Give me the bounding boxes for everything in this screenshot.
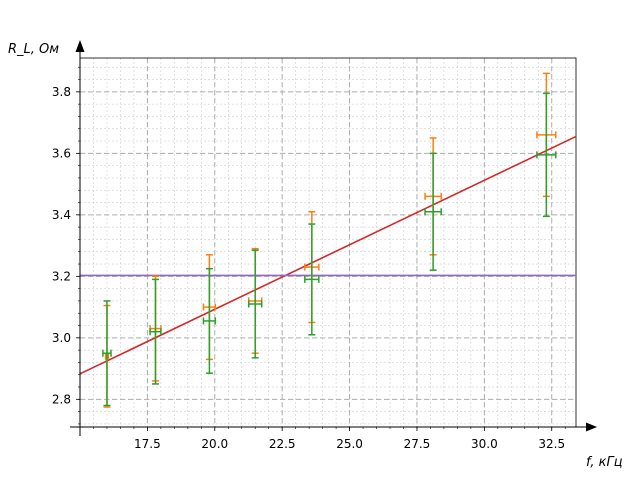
y-tick-label: 2.8 — [52, 392, 71, 406]
errorbar-point-s2-2 — [149, 278, 162, 385]
minor-grid — [80, 58, 576, 427]
fit-line-1 — [79, 135, 577, 375]
y-axis-label: R_L, Ом — [8, 42, 59, 57]
y-tick-label: 3.4 — [52, 208, 71, 222]
error-bars — [102, 72, 557, 408]
y-tick-label: 3.0 — [52, 331, 71, 345]
x-tick-label: 22.5 — [269, 437, 296, 451]
axes — [70, 40, 597, 436]
errorbar-point-s2-5 — [304, 223, 320, 336]
ticks: 17.5 20.0 22.5 25.0 27.5 30.0 32.5 2.8 3.0 3.2 3.4… — [52, 66, 566, 451]
x-tick-label: 27.5 — [404, 437, 431, 451]
y-tick-label: 3.8 — [52, 85, 71, 99]
major-grid — [80, 58, 576, 427]
x-tick-label: 20.0 — [201, 437, 228, 451]
errorbar-point-s2-1 — [102, 300, 112, 407]
y-tick-label: 3.2 — [52, 269, 71, 283]
x-axis-label: f, кГц — [586, 455, 623, 470]
y-tick-label: 3.6 — [52, 146, 71, 160]
x-tick-label: 17.5 — [134, 437, 161, 451]
errorbar-point-s2-4 — [247, 249, 263, 359]
errorbar-point-s2-7 — [536, 92, 557, 218]
x-tick-label: 25.0 — [336, 437, 363, 451]
x-axis-arrow — [586, 422, 597, 432]
y-axis-arrow — [75, 40, 85, 52]
x-tick-label: 32.5 — [538, 437, 565, 451]
errorbar-point-s2-3 — [202, 267, 217, 374]
fit-lines — [79, 135, 577, 375]
x-tick-label: 30.0 — [471, 437, 498, 451]
plot-frame — [79, 57, 577, 428]
errorbar-point-s2-6 — [424, 152, 442, 271]
